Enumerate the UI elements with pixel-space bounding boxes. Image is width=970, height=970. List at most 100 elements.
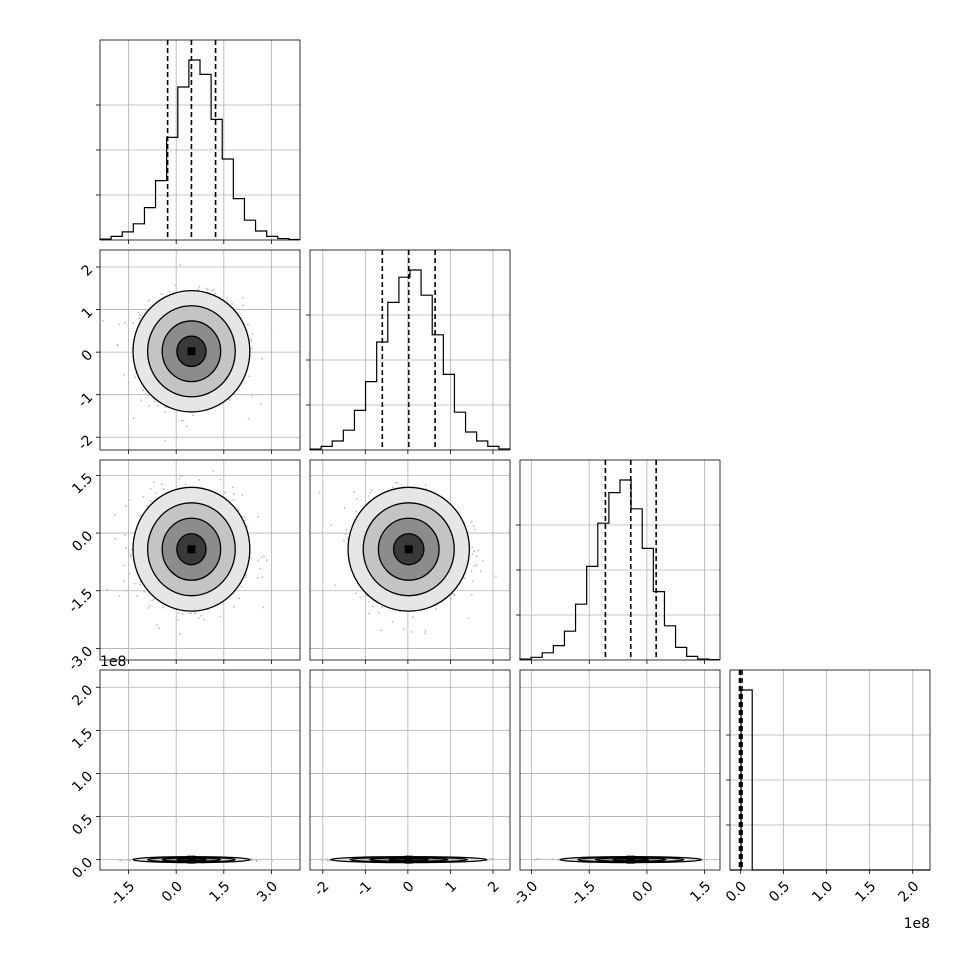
scatter-point bbox=[412, 616, 414, 619]
scatter-point bbox=[206, 288, 209, 291]
scatter-point bbox=[238, 597, 240, 600]
scatter-point bbox=[713, 858, 716, 861]
scatter-point bbox=[434, 608, 437, 610]
scatter-point bbox=[472, 525, 475, 527]
scatter-point bbox=[125, 547, 128, 549]
scatter-point bbox=[479, 570, 482, 573]
scatter-point bbox=[150, 487, 152, 490]
scatter-point bbox=[271, 859, 274, 862]
scatter-point bbox=[473, 564, 476, 567]
scatter-point bbox=[470, 570, 473, 573]
scatter-point bbox=[477, 549, 480, 552]
scatter-point bbox=[247, 417, 250, 420]
scatter-point bbox=[241, 585, 243, 588]
scatter-point bbox=[355, 497, 358, 500]
scatter-point bbox=[120, 859, 123, 862]
scatter-point bbox=[178, 632, 181, 635]
scatter-point bbox=[259, 402, 262, 405]
scatter-point bbox=[114, 513, 116, 516]
scatter-point bbox=[250, 557, 252, 560]
scatter-point bbox=[473, 550, 476, 553]
scatter-point bbox=[344, 533, 347, 536]
scatter-point bbox=[231, 486, 234, 489]
scatter-point bbox=[180, 475, 182, 478]
scatter-point bbox=[244, 516, 246, 518]
scatter-point bbox=[164, 411, 167, 414]
scatter-point bbox=[162, 487, 165, 490]
scatter-point bbox=[251, 332, 254, 335]
scatter-point bbox=[134, 376, 136, 379]
scatter-point bbox=[160, 293, 163, 295]
panel-frame bbox=[99, 39, 301, 241]
scatter-point bbox=[450, 598, 452, 600]
scatter-point bbox=[160, 483, 163, 486]
scatter-point bbox=[124, 505, 127, 508]
scatter-point bbox=[198, 478, 200, 481]
scatter-point bbox=[424, 632, 426, 635]
scatter-point bbox=[449, 474, 452, 477]
scatter-point bbox=[142, 495, 145, 498]
scatter-point bbox=[194, 612, 196, 615]
scatter-point bbox=[321, 859, 323, 862]
scatter-point bbox=[343, 506, 346, 509]
scatter-point bbox=[467, 616, 470, 619]
scatter-point bbox=[251, 859, 254, 861]
scatter-point bbox=[231, 302, 233, 305]
scatter-point bbox=[359, 596, 362, 598]
scatter-point bbox=[179, 263, 182, 266]
scatter-point bbox=[410, 631, 413, 633]
scatter-point bbox=[250, 340, 253, 342]
scatter-point bbox=[138, 317, 140, 320]
scatter-point bbox=[139, 514, 142, 517]
scatter-point bbox=[205, 287, 208, 290]
scatter-point bbox=[198, 285, 201, 288]
scatter-point bbox=[232, 605, 235, 608]
scatter-point bbox=[198, 616, 200, 619]
scatter-point bbox=[190, 612, 193, 615]
scatter-point bbox=[174, 284, 177, 287]
scatter-point bbox=[182, 419, 185, 422]
scatter-point bbox=[241, 494, 244, 496]
density-peak bbox=[187, 855, 196, 864]
scatter-point bbox=[213, 288, 216, 291]
scatter-point bbox=[256, 577, 259, 579]
scatter-point bbox=[177, 612, 180, 615]
scatter-point bbox=[218, 615, 221, 618]
scatter-point bbox=[139, 583, 141, 586]
scatter-point bbox=[106, 588, 109, 591]
scatter-point bbox=[367, 612, 370, 615]
scatter-point bbox=[244, 519, 246, 522]
scatter-point bbox=[381, 606, 384, 609]
scatter-point bbox=[129, 554, 132, 557]
scatter-point bbox=[148, 605, 151, 607]
scatter-point bbox=[140, 399, 142, 401]
scatter-point bbox=[475, 564, 478, 566]
scatter-point bbox=[153, 598, 156, 601]
scatter-point bbox=[473, 528, 476, 531]
scatter-point bbox=[125, 589, 128, 592]
scatter-point bbox=[255, 858, 258, 861]
scatter-point bbox=[257, 515, 259, 518]
scatter-point bbox=[246, 525, 249, 528]
scatter-point bbox=[247, 323, 249, 326]
scatter-point bbox=[128, 573, 131, 575]
scatter-point bbox=[318, 491, 321, 494]
scatter-point bbox=[463, 577, 466, 580]
scatter-point bbox=[490, 858, 492, 860]
scatter-point bbox=[262, 606, 265, 609]
scatter-point bbox=[155, 624, 158, 627]
scatter-point bbox=[251, 394, 253, 397]
scatter-point bbox=[257, 559, 259, 562]
scatter-point bbox=[130, 548, 133, 551]
scatter-point bbox=[185, 425, 188, 428]
scatter-point bbox=[156, 404, 159, 407]
scatter-point bbox=[133, 582, 136, 585]
scatter-point bbox=[494, 575, 497, 578]
scatter-point bbox=[127, 550, 130, 553]
density-peak bbox=[187, 347, 196, 356]
panel-frame bbox=[99, 669, 301, 871]
scatter-point bbox=[546, 858, 549, 861]
scatter-point bbox=[178, 477, 181, 480]
density-peak bbox=[404, 545, 413, 554]
